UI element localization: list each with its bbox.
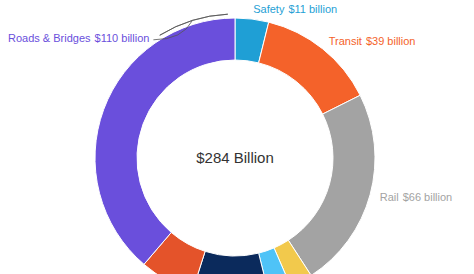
slice-label: Safety$11 billion — [253, 3, 337, 15]
slice — [95, 18, 235, 264]
value-label: $66 billion — [403, 191, 453, 203]
leader-line — [153, 20, 192, 39]
center-label: $284 Billion — [196, 149, 274, 166]
category-label: Transit — [329, 35, 362, 47]
label-bracket — [160, 14, 228, 35]
value-label: $11 billion — [288, 3, 337, 15]
category-label: Roads & Bridges — [8, 32, 91, 44]
category-label: Rail — [380, 191, 399, 203]
value-label: $39 billion — [366, 35, 416, 47]
slice — [259, 248, 291, 274]
slice-label: Transit $39 billion — [329, 35, 416, 47]
chart: $284 Billion Safety$11 billion Transit $39 … — [0, 0, 474, 274]
slice-label: Rail $66 billion — [380, 191, 453, 203]
slices — [95, 18, 375, 274]
value-label: $110 billion — [95, 32, 150, 44]
slice — [288, 95, 375, 274]
slice-label: Roads & Bridges $110 billion — [8, 32, 149, 44]
category-label: Safety — [253, 3, 285, 15]
